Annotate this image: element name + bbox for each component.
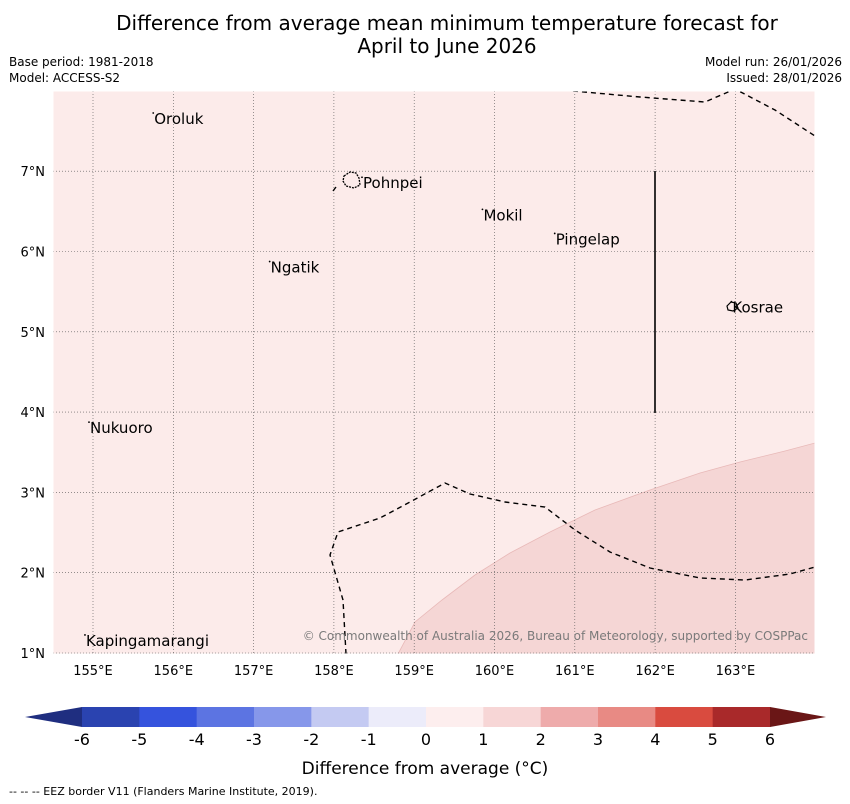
warm-anomaly-region (397, 442, 815, 654)
lat-label-3: 3°N (21, 486, 46, 501)
colorbar-segment-4 (311, 707, 370, 727)
lon-label-160: 160°E (475, 664, 515, 679)
colorbar-tick--3: -3 (246, 730, 262, 749)
island-marker-nukuoro (88, 421, 90, 424)
island-labels: Oroluk Pohnpei Mokil Pingelap Ngatik Kosrae Nu… (84, 110, 783, 650)
lat-label-4: 4°N (21, 406, 46, 421)
island-marker-mokil (481, 208, 484, 211)
island-label-kosrae: Kosrae (732, 299, 783, 317)
colorbar-tick-0: 0 (421, 730, 431, 749)
model-run: Model run: 26/01/2026 (704, 55, 842, 69)
colorbar-tick--6: -6 (74, 730, 90, 749)
chart-title: Difference from average mean minimum tem… (0, 12, 850, 58)
meta-right: Model run: 26/01/2026 Issued: 28/01/2026 (705, 54, 842, 86)
axis-labels: 155°E 156°E 157°E 158°E 159°E 160°E 161°E 162°E… (21, 165, 756, 679)
model-name: Model: ACCESS-S2 (9, 71, 121, 85)
island-marker-kapingamarangi (84, 634, 86, 636)
island-marker-kosrae (730, 300, 733, 303)
graticule (53, 91, 815, 654)
eez-border-fragment (332, 186, 337, 192)
colorbar-segment-2 (196, 707, 255, 727)
colorbar-tick-4: 4 (650, 730, 660, 749)
colorbar-tick-6: 6 (765, 730, 775, 749)
copyright-text: © Commonwealth of Australia 2026, Bureau… (303, 629, 808, 643)
colorbar-tick--5: -5 (131, 730, 147, 749)
lon-label-155: 155°E (73, 664, 113, 679)
colorbar-segment-1 (139, 707, 198, 727)
lat-label-7: 7°N (21, 165, 46, 180)
base-period: Base period: 1981-2018 (9, 55, 154, 69)
colorbar-segment-0 (82, 707, 140, 727)
island-label-nukuoro: Nukuoro (90, 419, 153, 437)
lon-label-156: 156°E (154, 664, 194, 679)
lat-label-2: 2°N (21, 567, 46, 582)
meta-left: Base period: 1981-2018 Model: ACCESS-S2 (9, 54, 154, 86)
colorbar-segment-5 (368, 707, 427, 727)
colorbar-segment-8 (540, 707, 599, 727)
island-marker-ngatik (268, 260, 271, 263)
colorbar-segment-3 (254, 707, 312, 727)
island-label-kapingamarangi: Kapingamarangi (86, 632, 209, 650)
colorbar-segment-6 (426, 707, 484, 727)
colorbar-under-arrow (25, 707, 82, 727)
title-line-2: April to June 2026 (357, 34, 537, 58)
colorbar-tick-5: 5 (708, 730, 718, 749)
colorbar-tick--4: -4 (189, 730, 205, 749)
lon-label-161: 161°E (555, 664, 595, 679)
colorbar-tick-3: 3 (593, 730, 603, 749)
eez-border-north (572, 91, 815, 137)
lat-label-1: 1°N (21, 647, 46, 662)
colorbar-tick-1: 1 (478, 730, 488, 749)
island-label-pohnpei: Pohnpei (363, 174, 423, 192)
colorbar-segment-9 (598, 707, 656, 727)
eez-border (329, 91, 815, 654)
lon-label-163: 163°E (716, 664, 756, 679)
colorbar-segment-11 (712, 707, 771, 727)
island-label-oroluk: Oroluk (154, 110, 203, 128)
lon-label-157: 157°E (234, 664, 274, 679)
colorbar-over-arrow (770, 707, 826, 727)
pohnpei-coastline (342, 171, 361, 189)
island-label-ngatik: Ngatik (271, 259, 320, 277)
map-frame (52, 90, 816, 655)
colorbar-tick--1: -1 (361, 730, 377, 749)
lon-label-158: 158°E (314, 664, 354, 679)
lat-label-5: 5°N (21, 326, 46, 341)
lat-label-6: 6°N (21, 246, 46, 261)
title-line-1: Difference from average mean minimum tem… (116, 11, 778, 35)
island-marker-pingelap (553, 232, 556, 235)
island-label-pingelap: Pingelap (556, 230, 620, 248)
colorbar-label: Difference from average (°C) (302, 759, 549, 779)
lon-label-162: 162°E (635, 664, 675, 679)
issued-date: Issued: 28/01/2026 (726, 71, 842, 85)
lon-label-159: 159°E (394, 664, 434, 679)
eez-border-south (329, 482, 815, 654)
colorbar-tick--2: -2 (303, 730, 319, 749)
island-label-mokil: Mokil (483, 206, 522, 224)
colorbar: -6 -5 -4 -3 -2 -1 0 1 2 3 4 5 6 (25, 707, 826, 749)
eez-footnote: -- -- -- EEZ border V11 (Flanders Marine… (9, 785, 318, 798)
island-marker-pohnpei (361, 176, 363, 179)
island-marker-oroluk (152, 112, 155, 114)
colorbar-segment-7 (483, 707, 542, 727)
colorbar-tick-2: 2 (536, 730, 546, 749)
colorbar-segment-10 (655, 707, 714, 727)
